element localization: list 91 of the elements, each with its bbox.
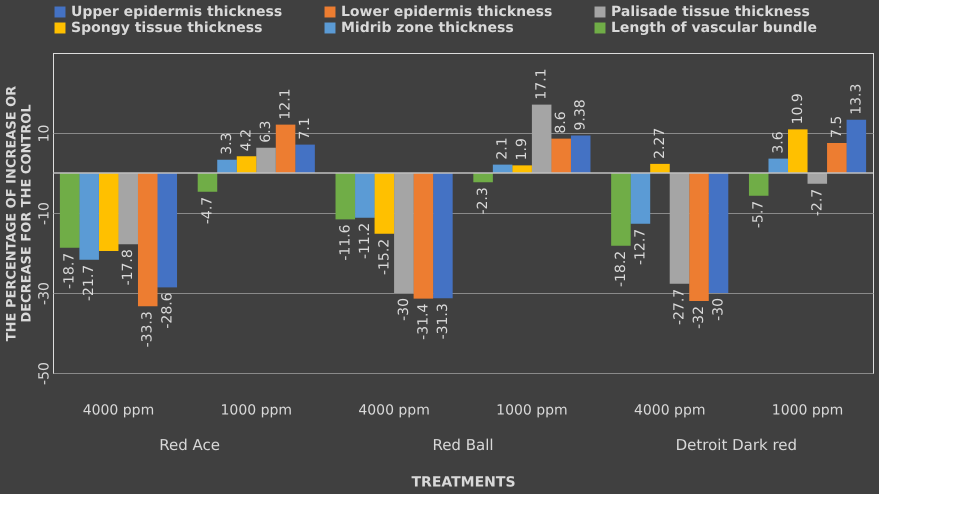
data-label: -31.3	[434, 303, 451, 340]
bar	[846, 120, 866, 173]
x-tick-label: 1000 ppm	[772, 402, 844, 418]
bar	[768, 158, 788, 173]
bar	[138, 173, 158, 306]
y-axis-title: THE PERCENTAGE OF INCREASE OR DECREASE FOR THE CONTROL	[4, 86, 34, 342]
bar	[295, 144, 315, 173]
legend-label: Length of vascular bundle	[611, 20, 817, 36]
bar	[374, 173, 394, 234]
data-label: 12.1	[278, 88, 294, 120]
bar	[788, 129, 808, 173]
data-label: -4.7	[199, 196, 216, 224]
data-label: -31.4	[415, 304, 432, 340]
bar	[118, 173, 138, 244]
x-tick-label: 4000 ppm	[634, 402, 706, 418]
data-label: -30	[396, 298, 412, 321]
data-label: -11.6	[337, 224, 354, 261]
y-tick-label: -10	[36, 202, 52, 225]
legend-label: Palisade tissue thickness	[611, 4, 810, 20]
bar	[611, 173, 631, 246]
bar	[689, 173, 709, 301]
data-label: 8.6	[553, 111, 570, 134]
bar	[650, 164, 670, 173]
data-label: -15.2	[376, 238, 392, 276]
y-tick-label: -30	[36, 282, 52, 305]
data-label: -11.2	[356, 222, 373, 260]
bar	[827, 143, 847, 173]
data-label: 17.1	[534, 68, 550, 100]
legend-label: Upper epidermis thickness	[71, 4, 282, 20]
data-label: -18.7	[62, 252, 78, 290]
data-label: -2.3	[475, 187, 492, 215]
text: Red Ball	[432, 436, 494, 454]
x-tick-label: 1000 ppm	[496, 402, 568, 418]
bar	[551, 138, 571, 173]
text: Detroit Dark red	[676, 436, 798, 454]
bar	[748, 173, 768, 196]
bar	[276, 124, 296, 173]
bar	[394, 173, 414, 293]
data-label: -30	[710, 298, 727, 321]
x-axis-title: TREATMENTS	[411, 474, 516, 490]
data-label: -33.3	[140, 311, 156, 348]
y-tick-label: 10	[36, 124, 52, 142]
data-label: -32	[691, 306, 708, 329]
bar	[532, 104, 552, 173]
data-label: -18.2	[612, 250, 629, 288]
data-label: 4.2	[238, 128, 255, 152]
bar	[355, 173, 375, 218]
x-tick-label: 4000 ppm	[358, 402, 430, 418]
bar	[808, 173, 828, 184]
data-label: -12.7	[632, 228, 648, 266]
data-label: 7.1	[297, 117, 314, 140]
bar	[60, 173, 80, 248]
data-label: -5.7	[750, 200, 767, 228]
x-tick-label: 4000 ppm	[82, 402, 154, 418]
data-label: 3.6	[770, 131, 786, 154]
bar	[79, 173, 99, 260]
data-label: 7.5	[828, 116, 845, 138]
data-label: 3.3	[218, 132, 235, 155]
data-label: -27.7	[671, 288, 688, 326]
data-label: 9.38	[572, 99, 589, 130]
data-label: -17.8	[120, 249, 136, 286]
bar	[158, 173, 178, 288]
bar	[630, 173, 650, 224]
bar	[492, 164, 512, 173]
bar	[236, 156, 256, 173]
bar	[670, 173, 690, 284]
data-label: 1.9	[514, 138, 530, 160]
bar	[198, 173, 218, 192]
bar	[98, 173, 118, 251]
bar	[708, 173, 728, 293]
legend-label: Spongy tissue thickness	[71, 20, 262, 36]
bar	[570, 135, 590, 173]
data-label: 13.3	[848, 84, 864, 115]
text: Red Ace	[159, 436, 220, 454]
legend-label: Midrib zone thickness	[341, 20, 514, 36]
data-label: 2.1	[494, 137, 511, 160]
legend-label: Lower epidermis thickness	[341, 4, 552, 20]
x-tick-label: 1000 ppm	[220, 402, 292, 418]
data-label: -28.6	[159, 292, 176, 329]
bar	[217, 160, 237, 173]
data-label: -21.7	[81, 264, 98, 302]
bar	[256, 148, 276, 173]
data-label: -2.7	[809, 188, 826, 216]
data-label: 2.27	[652, 128, 668, 159]
data-label: 10.9	[790, 93, 806, 124]
bar	[512, 165, 532, 173]
y-tick-label: -50	[36, 362, 52, 385]
bar	[336, 173, 356, 220]
data-label: 6.3	[258, 120, 274, 143]
bar	[414, 173, 434, 299]
bar	[433, 173, 453, 298]
